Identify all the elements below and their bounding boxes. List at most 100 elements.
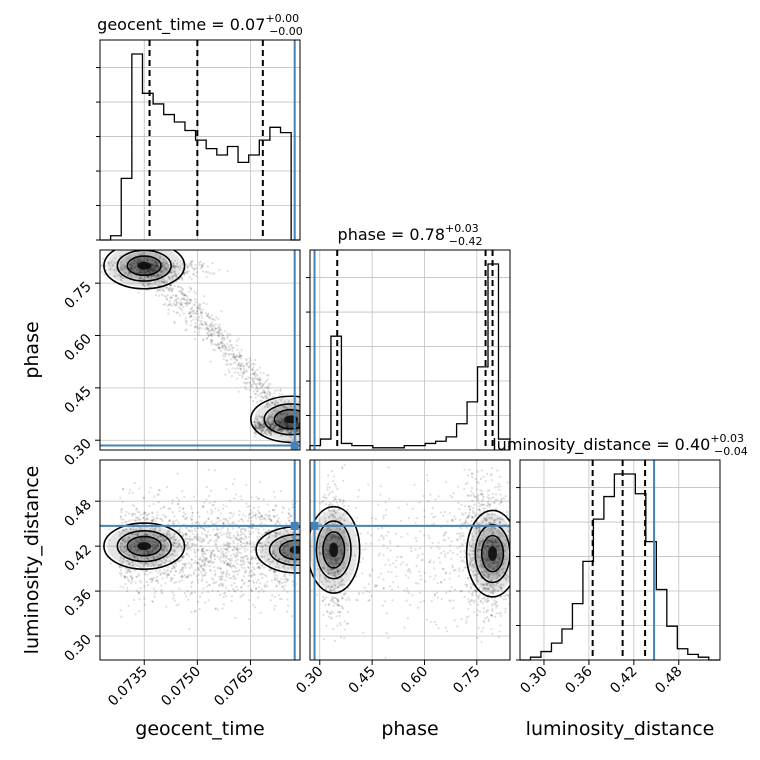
sample-point <box>187 541 190 544</box>
sample-point <box>222 358 225 361</box>
sample-point <box>159 554 162 557</box>
sample-point <box>209 569 212 573</box>
sample-point <box>194 263 197 267</box>
sample-point <box>248 366 251 369</box>
sample-point <box>295 429 298 432</box>
sample-point <box>241 542 244 545</box>
sample-point <box>328 612 331 615</box>
sample-point <box>183 592 186 595</box>
sample-point <box>139 268 143 272</box>
sample-point <box>132 598 136 602</box>
sample-point <box>209 328 212 331</box>
sample-point <box>172 262 175 265</box>
sample-point <box>283 413 286 416</box>
sample-point <box>286 578 289 581</box>
sample-point <box>472 611 475 614</box>
sample-point <box>288 426 291 429</box>
sample-point <box>133 556 137 559</box>
sample-point <box>248 381 251 384</box>
sample-point <box>104 264 108 267</box>
sample-point <box>285 414 288 417</box>
sample-point <box>487 500 490 503</box>
sample-point <box>257 497 260 500</box>
sample-point <box>280 558 283 561</box>
sample-point <box>146 245 148 247</box>
sample-point <box>204 322 207 325</box>
sample-point <box>138 610 141 613</box>
sample-point <box>163 294 166 298</box>
sample-point <box>222 354 225 357</box>
sample-point <box>173 299 176 302</box>
sample-point <box>243 555 246 559</box>
sample-point <box>192 273 195 276</box>
sample-point <box>194 326 197 329</box>
sample-point <box>234 616 237 619</box>
sample-point <box>205 564 208 567</box>
sample-point <box>216 347 220 350</box>
sample-point <box>264 391 267 394</box>
sample-point <box>172 597 175 600</box>
sample-point <box>175 273 178 276</box>
sample-point <box>192 318 195 321</box>
sample-point <box>469 587 473 590</box>
sample-point <box>168 275 171 279</box>
sample-point <box>196 312 200 315</box>
sample-point <box>209 323 212 326</box>
sample-point <box>272 424 275 427</box>
sample-point <box>158 255 161 258</box>
sample-point <box>143 597 146 600</box>
sample-point <box>276 520 280 523</box>
sample-point <box>94 272 96 274</box>
sample-point <box>295 429 298 432</box>
sample-point <box>214 327 218 330</box>
sample-point <box>266 503 269 506</box>
sample-point <box>250 546 253 549</box>
panel-frame <box>519 459 721 661</box>
sample-point <box>282 547 286 550</box>
sample-point <box>273 515 276 518</box>
sample-point <box>171 591 174 594</box>
sample-point <box>196 562 199 565</box>
sample-point <box>261 423 264 426</box>
sample-point <box>254 377 257 381</box>
sample-point <box>169 287 172 290</box>
sample-point <box>185 537 188 540</box>
sample-point <box>230 374 234 378</box>
sample-point <box>238 351 241 354</box>
sample-point <box>248 512 252 516</box>
sample-point <box>150 275 153 278</box>
sample-point <box>193 495 196 498</box>
sample-point <box>184 317 187 320</box>
sample-point <box>175 301 178 304</box>
sample-point <box>213 554 216 557</box>
sample-point <box>132 259 136 262</box>
sample-point <box>196 533 199 536</box>
sample-point <box>140 270 143 273</box>
sample-point <box>164 262 167 265</box>
sample-point <box>285 422 288 425</box>
sample-point <box>198 522 201 525</box>
sample-point <box>156 290 159 293</box>
sample-point <box>229 363 232 366</box>
sample-point <box>202 568 205 572</box>
sample-point <box>126 569 130 572</box>
sample-point <box>139 513 142 517</box>
sample-point <box>158 569 162 572</box>
sample-point <box>276 429 279 433</box>
sample-point <box>266 420 269 423</box>
sample-point <box>189 593 192 596</box>
sample-point <box>260 533 263 536</box>
sample-point <box>276 414 279 417</box>
sample-point <box>267 422 270 425</box>
panel-title: luminosity_distance = 0.40+0.03 −0.04 <box>492 432 748 458</box>
sample-point <box>514 610 516 612</box>
sample-point <box>96 267 98 269</box>
sample-point <box>265 379 268 382</box>
sample-point <box>192 310 195 313</box>
sample-point <box>274 401 277 404</box>
sample-point <box>297 429 300 432</box>
sample-point <box>191 529 194 532</box>
sample-point <box>119 276 122 279</box>
sample-point <box>339 624 342 627</box>
sample-point <box>503 595 506 598</box>
